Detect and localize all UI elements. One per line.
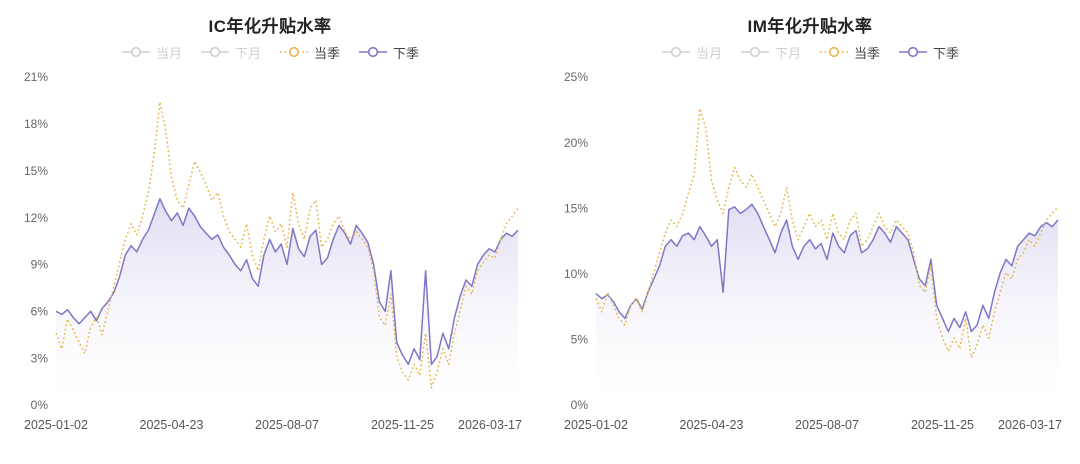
x-axis-tick-label: 2025-04-23	[140, 418, 204, 432]
chart-title-ic: IC年化升贴水率	[208, 17, 332, 36]
y-axis-tick-label: 12%	[24, 211, 48, 225]
legend-item-0[interactable]: 当月	[661, 43, 722, 62]
chart-canvas: 0% 3% 6% 9% 12% 15% 18% 21% 2025-01-02 2025-04-23…	[10, 67, 530, 439]
y-axis-tick-label: 25%	[564, 70, 588, 84]
y-axis-tick-label: 5%	[571, 333, 589, 347]
series-line-下季	[55, 198, 519, 366]
legend-marker-icon	[280, 46, 308, 58]
legend-marker-icon	[359, 46, 388, 58]
y-axis-tick-label: 21%	[24, 70, 48, 84]
chart-svg: 0% 3% 6% 9% 12% 15% 18% 21% 2025-01-02 2025-04-23…	[24, 70, 522, 432]
legend-marker-icon	[661, 46, 690, 58]
legend-item-3[interactable]: 下季	[358, 43, 419, 62]
legend-item-1[interactable]: 下月	[200, 43, 261, 62]
y-axis-tick-label: 15%	[564, 201, 588, 215]
x-axis-tick-label: 2025-11-25	[911, 418, 974, 432]
chart-panel-ic: IC年化升贴水率 当月 下月 当季 下季 0% 3% 6% 9% 12% 15% 18% 21% 20…	[10, 17, 530, 439]
y-axis-tick-label: 6%	[31, 304, 49, 318]
legend-item-1[interactable]: 下月	[740, 43, 801, 62]
legend-item-3[interactable]: 下季	[898, 43, 959, 62]
chart-title-im: IM年化升贴水率	[747, 17, 873, 36]
legend-marker-icon	[820, 46, 848, 58]
series-line-当季	[55, 101, 519, 389]
legend-marker-icon	[740, 46, 769, 58]
x-axis-tick-label: 2025-11-25	[371, 418, 434, 432]
x-axis-tick-label: 2025-04-23	[680, 418, 744, 432]
series-line-当季	[595, 107, 1059, 359]
legend-label: 下季	[933, 45, 960, 61]
legend-label: 当季	[314, 45, 341, 61]
legend-item-0[interactable]: 当月	[121, 43, 182, 62]
y-axis-tick-label: 10%	[564, 267, 588, 281]
x-axis-tick-label: 2026-03-17	[998, 418, 1062, 432]
chart-panel-im: IM年化升贴水率 当月 下月 当季 下季 0% 5% 10% 15% 20% 25% 2025-0…	[540, 0, 1080, 464]
legend-label: 下季	[393, 45, 420, 61]
x-axis-tick-label: 2025-08-07	[795, 418, 859, 432]
legend-label: 当月	[695, 45, 722, 61]
chart-legend: 当月 下月 当季 下季	[550, 39, 1070, 65]
y-axis-tick-label: 0%	[31, 398, 49, 412]
series-area-下季	[596, 204, 1058, 405]
y-axis-tick-label: 9%	[31, 258, 49, 272]
y-axis-tick-label: 3%	[31, 351, 49, 365]
legend-item-2[interactable]: 当季	[819, 43, 880, 62]
legend-marker-icon	[899, 46, 928, 58]
legend-label: 下月	[234, 45, 261, 61]
chart-svg: 0% 5% 10% 15% 20% 25% 2025-01-02 2025-04-23 2025…	[564, 70, 1062, 432]
chart-canvas: 0% 5% 10% 15% 20% 25% 2025-01-02 2025-04-23 2025…	[550, 67, 1070, 439]
legend-marker-icon	[121, 46, 150, 58]
legend-label: 下月	[774, 45, 801, 61]
y-axis-tick-label: 20%	[564, 136, 588, 150]
y-axis-tick-label: 0%	[571, 398, 589, 412]
legend-marker-icon	[200, 46, 229, 58]
x-axis-tick-label: 2025-08-07	[255, 418, 319, 432]
series-area-下季	[56, 198, 518, 405]
x-axis-tick-label: 2026-03-17	[458, 418, 522, 432]
y-axis-tick-label: 18%	[24, 117, 48, 131]
legend-label: 当季	[854, 45, 881, 61]
chart-legend: 当月 下月 当季 下季	[10, 39, 530, 65]
series-line-下季	[595, 203, 1059, 333]
legend-label: 当月	[155, 45, 182, 61]
x-axis-tick-label: 2025-01-02	[564, 418, 628, 432]
x-axis-tick-label: 2025-01-02	[24, 418, 88, 432]
legend-item-2[interactable]: 当季	[279, 43, 340, 62]
y-axis-tick-label: 15%	[24, 164, 48, 178]
